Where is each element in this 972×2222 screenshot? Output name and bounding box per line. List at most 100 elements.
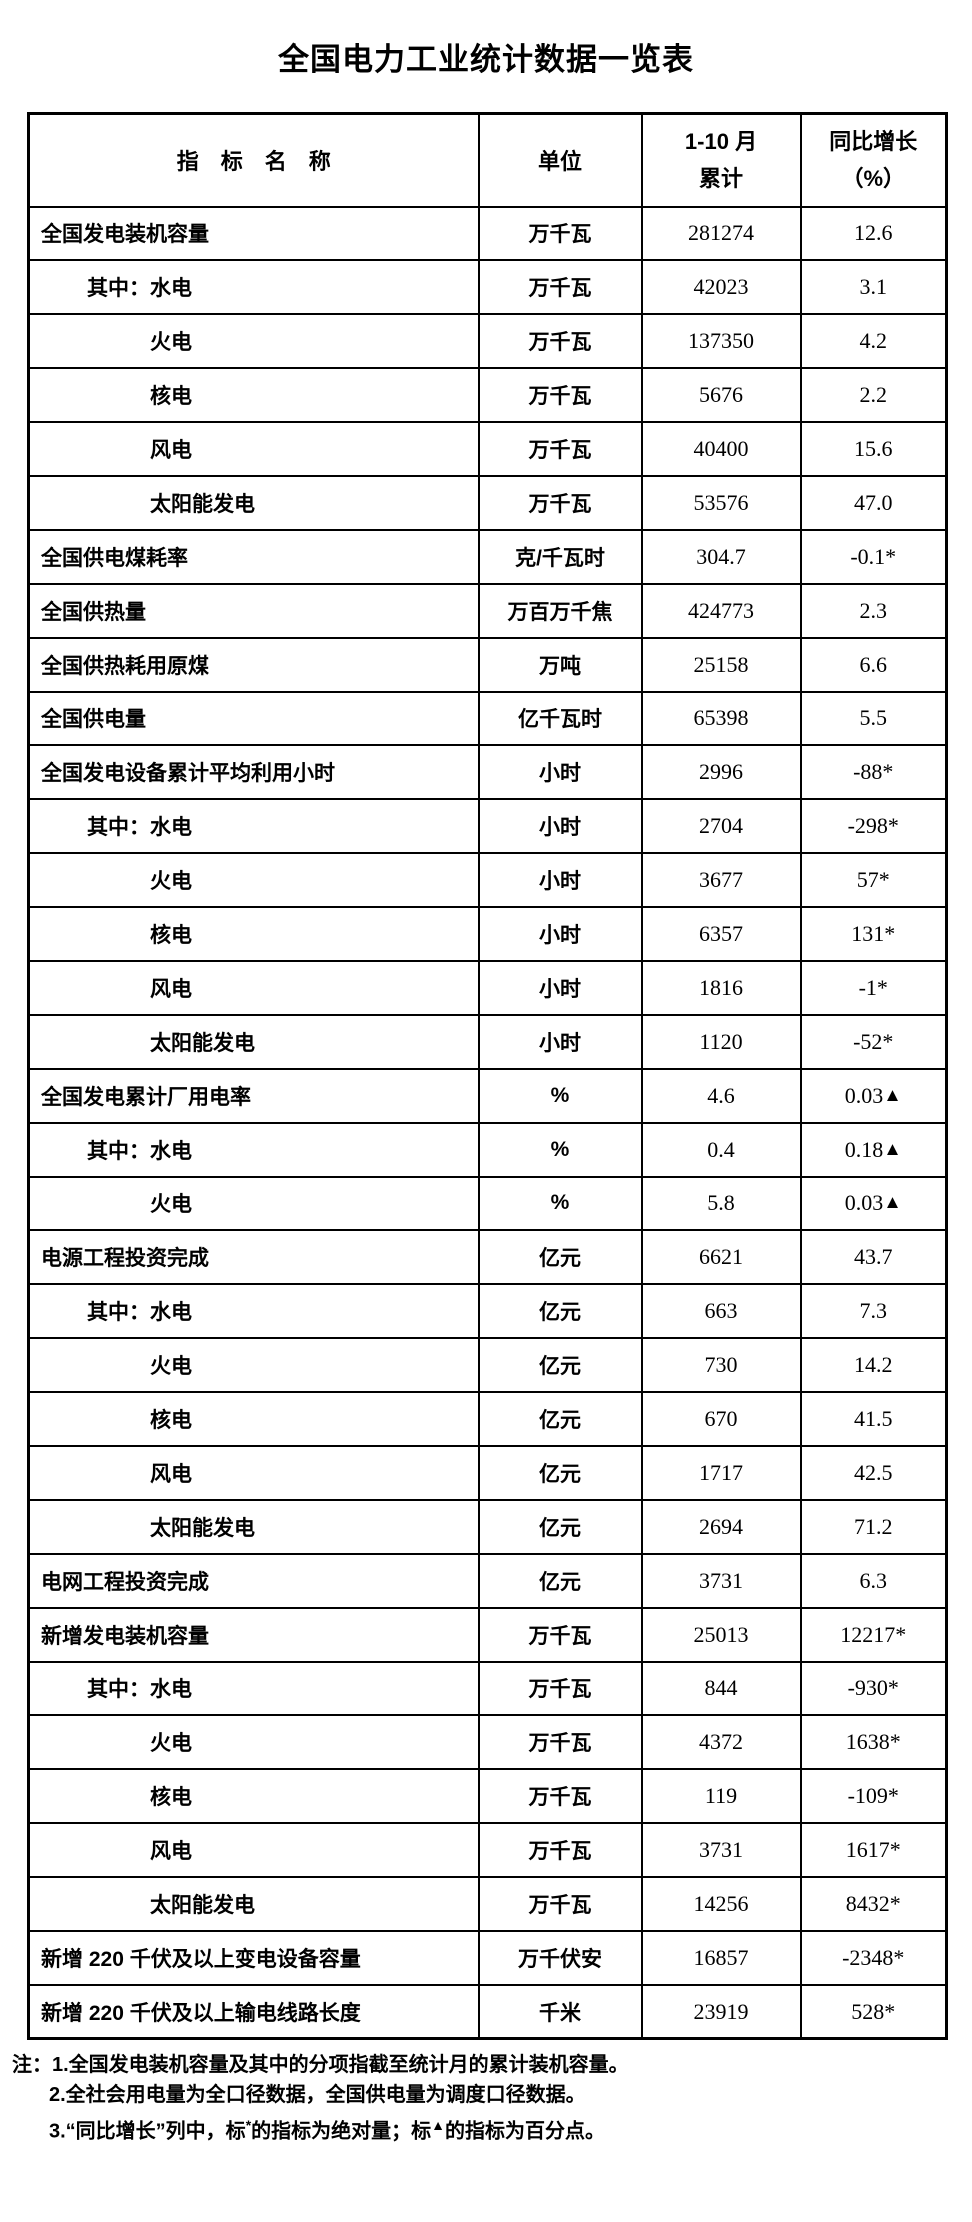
value-cell: 42023	[640, 259, 802, 316]
growth-cell: 5.5	[799, 690, 948, 747]
indicator-cell: 全国供热量	[27, 582, 480, 639]
indicator-cell: 太阳能发电	[27, 1498, 480, 1555]
growth-cell: 528*	[799, 1983, 948, 2040]
indicator-cell: 核电	[27, 1768, 480, 1825]
table-row: 全国发电设备累计平均利用小时 小时 2996 -88*	[27, 744, 948, 801]
value-cell: 6357	[640, 906, 802, 962]
growth-cell: 14.2	[799, 1337, 948, 1394]
growth-cell: 41.5	[799, 1391, 948, 1447]
value-cell: 304.7	[640, 528, 802, 585]
growth-cell: 4.2	[799, 313, 948, 370]
unit-cell: 亿元	[477, 1229, 643, 1286]
note-3-text: 3.“同比增长”列中，标	[49, 2120, 246, 2143]
value-cell: 844	[640, 1660, 802, 1717]
growth-cell: 3.1	[799, 259, 948, 316]
value-cell: 119	[640, 1768, 802, 1825]
indicator-cell: 太阳能发电	[27, 1013, 480, 1070]
indicator-cell: 全国供电煤耗率	[27, 528, 480, 585]
value-cell: 5676	[640, 367, 802, 424]
table-row: 电源工程投资完成 亿元 6621 43.7	[27, 1229, 948, 1286]
triangle-mark: ▲	[883, 1138, 902, 1160]
table-row: 火电 小时 3677 57*	[27, 852, 948, 909]
table-row: 其中：水电 亿元 663 7.3	[27, 1283, 948, 1340]
growth-cell: -930*	[799, 1660, 948, 1717]
indicator-cell: 全国发电累计厂用电率	[27, 1067, 480, 1124]
indicator-cell: 风电	[27, 1822, 480, 1879]
growth-cell: -298*	[799, 798, 948, 855]
value-cell: 16857	[640, 1930, 802, 1986]
indicator-cell: 风电	[27, 1444, 480, 1501]
unit-cell: 万千瓦	[477, 205, 643, 262]
value-cell: 23919	[640, 1983, 802, 2040]
page: 全国电力工业统计数据一览表 指 标 名 称 单位 1-10 月 累计 同比增长 …	[0, 41, 972, 2147]
value-cell: 65398	[640, 690, 802, 747]
growth-cell: 1617*	[799, 1822, 948, 1879]
growth-cell: 42.5	[799, 1444, 948, 1501]
growth-cell: 57*	[799, 852, 948, 909]
indicator-cell: 全国发电设备累计平均利用小时	[27, 744, 480, 801]
growth-cell: -0.1*	[799, 528, 948, 585]
unit-cell: 小时	[477, 852, 643, 909]
indicator-cell: 核电	[27, 367, 480, 424]
note-1: 注：1.全国发电装机容量及其中的分项指截至统计月的累计装机容量。	[12, 2054, 629, 2077]
value-cell: 4372	[640, 1714, 802, 1771]
unit-cell: %	[477, 1121, 643, 1178]
table-body: 全国发电装机容量 万千瓦 281274 12.6 其中：水电 万千瓦 42023 3.1 火电万…	[27, 205, 948, 2040]
table-row: 太阳能发电 万千瓦 53576 47.0	[27, 474, 948, 531]
unit-cell: 小时	[477, 744, 643, 801]
table-row: 其中：水电 小时 2704 -298*	[27, 798, 948, 855]
unit-cell: 亿元	[477, 1283, 643, 1340]
triangle-mark: ▲	[883, 1192, 902, 1214]
indicator-cell: 新增发电装机容量	[27, 1606, 480, 1663]
table-row: 风电 小时 1816 -1*	[27, 959, 948, 1016]
value-cell: 663	[640, 1283, 802, 1340]
table-row: 其中：水电 万千瓦 844 -930*	[27, 1660, 948, 1717]
growth-cell: 43.7	[799, 1229, 948, 1286]
growth-cell: 12217*	[799, 1606, 948, 1663]
value-cell: 0.4	[640, 1121, 802, 1178]
table-row: 核电 万千瓦 119 -109*	[27, 1768, 948, 1825]
growth-cell: 15.6	[799, 421, 948, 477]
table-header: 指 标 名 称 单位 1-10 月 累计 同比增长 （%）	[27, 112, 948, 208]
header-growth: 同比增长 （%）	[799, 112, 948, 208]
indicator-cell: 其中：水电	[27, 1660, 480, 1717]
table-row: 全国供电量 亿千瓦时 65398 5.5	[27, 690, 948, 747]
unit-cell: %	[477, 1175, 643, 1232]
header-period: 1-10 月 累计	[640, 112, 802, 208]
table-row: 火电% 5.8 0.03▲	[27, 1175, 948, 1232]
value-cell: 281274	[640, 205, 802, 262]
table-row: 风电 万千瓦 40400 15.6	[27, 421, 948, 477]
indicator-cell: 全国发电装机容量	[27, 205, 480, 262]
growth-cell: -52*	[799, 1013, 948, 1070]
indicator-cell: 其中：水电	[27, 259, 480, 316]
value-cell: 25158	[640, 636, 802, 693]
unit-cell: 克/千瓦时	[477, 528, 643, 585]
table-row: 太阳能发电 万千瓦 14256 8432*	[27, 1876, 948, 1932]
unit-cell: 亿元	[477, 1552, 643, 1609]
indicator-cell: 火电	[27, 1175, 480, 1232]
growth-cell: 0.03▲	[799, 1067, 948, 1124]
note-3: 3.“同比增长”列中，标*的指标为绝对量；标▲的指标为百分点。	[12, 2110, 972, 2147]
unit-cell: 小时	[477, 906, 643, 962]
value-cell: 4.6	[640, 1067, 802, 1124]
indicator-cell: 新增 220 千伏及以上变电设备容量	[27, 1930, 480, 1986]
table-row: 全国供电煤耗率 克/千瓦时 304.7 -0.1*	[27, 528, 948, 585]
page-title: 全国电力工业统计数据一览表	[278, 42, 694, 77]
table-row: 核电 万千瓦 5676 2.2	[27, 367, 948, 424]
table-row: 核电 小时 6357 131*	[27, 906, 948, 962]
indicator-cell: 太阳能发电	[27, 474, 480, 531]
value-cell: 14256	[640, 1876, 802, 1932]
unit-cell: 万千伏安	[477, 1930, 643, 1986]
growth-cell: 47.0	[799, 474, 948, 531]
value-cell: 25013	[640, 1606, 802, 1663]
unit-cell: 万千瓦	[477, 259, 643, 316]
unit-cell: 万千瓦	[477, 1876, 643, 1932]
indicator-cell: 新增 220 千伏及以上输电线路长度	[27, 1983, 480, 2040]
table-row: 火电 亿元 730 14.2	[27, 1337, 948, 1394]
note-3-text: 的指标为百分点。	[445, 2120, 605, 2143]
value-cell: 424773	[640, 582, 802, 639]
indicator-cell: 风电	[27, 421, 480, 477]
unit-cell: 千米	[477, 1983, 643, 2040]
table-row: 全国发电装机容量 万千瓦 281274 12.6	[27, 205, 948, 262]
table-row: 火电 万千瓦 137350 4.2	[27, 313, 948, 370]
